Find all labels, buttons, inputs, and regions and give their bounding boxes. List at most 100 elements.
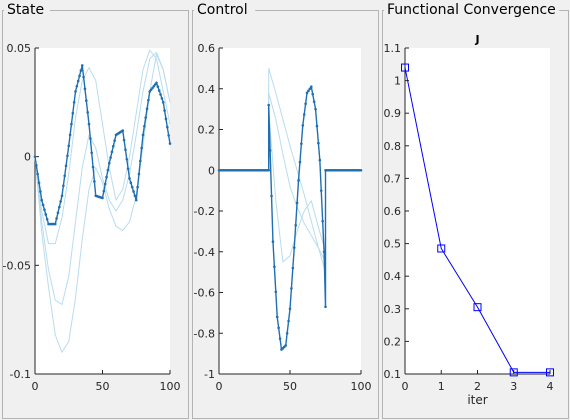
data-point xyxy=(140,146,143,150)
data-point xyxy=(78,74,81,78)
data-point xyxy=(143,124,146,128)
data-point xyxy=(33,155,37,158)
x-tick-label: 0 xyxy=(32,380,39,393)
series-line-previous xyxy=(34,51,171,305)
x-tick-label: 50 xyxy=(96,380,110,393)
data-point xyxy=(155,81,158,85)
data-point xyxy=(284,344,288,347)
data-point xyxy=(157,89,161,92)
data-point xyxy=(144,116,147,119)
data-point xyxy=(141,133,145,137)
data-point xyxy=(285,331,289,335)
data-point xyxy=(288,307,292,311)
data-point xyxy=(102,189,106,193)
y-tick-label: 0.6 xyxy=(384,205,402,218)
data-point xyxy=(70,122,73,126)
y-tick-label: 0.7 xyxy=(384,172,402,185)
data-point xyxy=(295,201,299,205)
data-point xyxy=(322,250,326,254)
data-point xyxy=(304,102,307,105)
data-point xyxy=(124,148,127,152)
data-point xyxy=(290,287,293,290)
y-tick-label: 0.8 xyxy=(384,140,402,153)
data-point xyxy=(298,160,302,164)
y-tick-label: 0.6 xyxy=(198,42,216,55)
data-point xyxy=(321,219,324,223)
data-point xyxy=(310,85,313,89)
data-point xyxy=(267,168,271,172)
x-axis-label: iter xyxy=(467,393,487,407)
y-tick-label: 0 xyxy=(24,151,31,164)
data-point xyxy=(278,337,282,340)
chart-0: -0.1 -0.05 0 0.05 0 50 100 xyxy=(3,42,181,393)
data-point xyxy=(83,87,87,91)
data-point xyxy=(62,184,65,188)
panel-frame xyxy=(192,10,379,419)
data-point xyxy=(35,164,38,167)
y-tick-label: 0.3 xyxy=(384,303,402,316)
data-point xyxy=(297,179,300,182)
data-point xyxy=(75,84,79,88)
y-tick-label: 1 xyxy=(394,75,401,88)
y-tick-label: 1.1 xyxy=(384,42,402,55)
data-point xyxy=(268,149,272,152)
data-point xyxy=(129,181,133,185)
y-tick-label: -1 xyxy=(204,368,215,381)
data-point xyxy=(315,124,319,128)
data-point xyxy=(311,92,315,96)
data-point xyxy=(64,164,68,168)
chart-2: 0.1 0.2 0.3 0.4 0.5 0.6 0.7 0.8 0.9 1 1.1 0 1 2 3 4 Jite… xyxy=(384,33,554,407)
x-tick-label: 50 xyxy=(283,380,297,393)
y-tick-label: -0.6 xyxy=(194,287,215,300)
y-tick-label: 0.05 xyxy=(7,42,32,55)
data-point xyxy=(68,133,72,137)
data-point xyxy=(509,368,518,377)
data-point xyxy=(291,266,295,270)
y-tick-label: 0.1 xyxy=(384,368,402,381)
data-point xyxy=(67,144,71,148)
data-point xyxy=(128,177,131,180)
data-point xyxy=(473,303,482,312)
y-tick-label: -0.05 xyxy=(3,259,31,272)
data-point xyxy=(74,90,77,93)
plot-area xyxy=(35,48,170,374)
data-point xyxy=(63,174,66,178)
data-point xyxy=(112,144,115,148)
panel-title: Control xyxy=(197,2,248,18)
y-tick-label: 0.2 xyxy=(198,124,216,137)
data-point xyxy=(317,141,320,145)
data-point xyxy=(86,111,89,114)
data-point xyxy=(164,117,168,121)
data-point xyxy=(147,98,150,102)
data-point xyxy=(270,194,273,198)
series-line-convergence xyxy=(404,67,550,373)
data-point xyxy=(160,97,164,100)
data-point xyxy=(271,240,275,243)
series-line-previous xyxy=(34,49,171,245)
data-point xyxy=(145,107,149,111)
data-point xyxy=(307,89,310,93)
x-tick-label: 3 xyxy=(510,380,517,393)
x-tick-label: 100 xyxy=(351,380,372,393)
y-tick-label: -0.1 xyxy=(10,368,31,381)
data-point xyxy=(277,326,280,330)
data-point xyxy=(359,168,363,172)
data-point xyxy=(45,217,49,221)
y-tick-label: -0.4 xyxy=(194,246,215,259)
x-tick-label: 0 xyxy=(402,380,409,393)
data-point xyxy=(166,125,169,129)
data-point xyxy=(133,194,137,198)
data-point xyxy=(132,190,135,193)
data-point xyxy=(125,157,129,161)
y-tick-label: -0.8 xyxy=(194,327,215,340)
data-point xyxy=(168,142,172,145)
data-point xyxy=(546,368,554,377)
y-tick-label: 0.5 xyxy=(384,238,402,251)
data-point xyxy=(136,185,139,189)
x-tick-label: 0 xyxy=(216,380,223,393)
data-point xyxy=(130,185,134,189)
data-point xyxy=(105,175,108,179)
data-point xyxy=(126,167,130,171)
y-tick-label: 0.9 xyxy=(384,107,402,120)
data-point xyxy=(82,75,85,79)
